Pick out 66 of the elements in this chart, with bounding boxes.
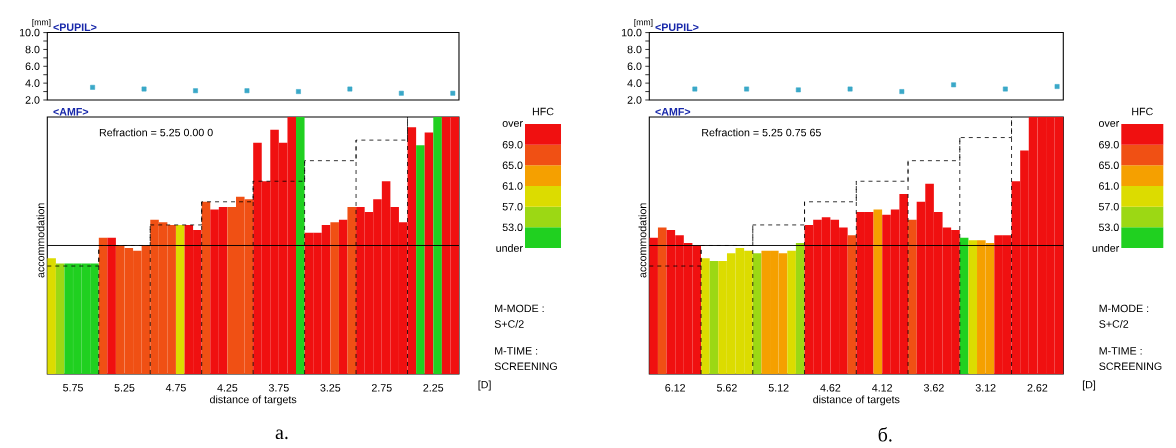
color-bar-label: 69.0 <box>1099 140 1119 149</box>
text: SCREENING <box>1099 362 1162 371</box>
y-tick-label: 4.0 <box>25 79 40 87</box>
chart-title: <AMF> <box>53 108 89 116</box>
y-axis-title: [mm] <box>32 18 51 27</box>
x-tick-label: 5.12 <box>768 384 789 392</box>
color-bar-label: 53.0 <box>502 223 523 232</box>
x-axis-title: distance of targets <box>210 395 297 406</box>
y-tick-label: 6.0 <box>25 62 40 71</box>
x-tick-label: 4.62 <box>820 384 841 392</box>
y-tick-label: 2.0 <box>627 96 642 104</box>
y-axis-title: accommodation <box>36 203 45 278</box>
text: [D] <box>1082 380 1096 391</box>
x-tick-label: 3.12 <box>975 384 996 392</box>
y-tick-label: 8.0 <box>25 45 40 54</box>
x-tick-label: 3.75 <box>268 384 289 392</box>
y-tick-label: 8.0 <box>627 45 642 54</box>
text: S+C/2 <box>1099 319 1129 328</box>
y-tick-label: 4.0 <box>627 79 642 87</box>
color-bar-label: over <box>1098 121 1120 127</box>
color-bar-label: 53.0 <box>1098 223 1119 232</box>
x-tick-label: 4.12 <box>872 384 893 392</box>
color-bar-title: HFC <box>532 107 554 116</box>
color-bar-label: under <box>1092 244 1120 252</box>
text: S+C/2 <box>494 319 524 328</box>
color-bar-label: 65.0 <box>502 161 523 170</box>
x-tick-label: 5.62 <box>716 384 737 392</box>
text: M-MODE : <box>495 304 544 313</box>
y-tick-label: 2.0 <box>25 96 40 104</box>
color-bar-label: under <box>496 244 523 252</box>
annotation: Refraction = 5.25 0.00 0 <box>99 128 213 137</box>
chart-title: <PUPIL> <box>655 23 699 31</box>
y-axis-title: [mm] <box>634 18 653 27</box>
color-bar-label: 57.0 <box>502 202 523 211</box>
color-bar-label: 61.0 <box>502 182 523 190</box>
color-bar-label: over <box>502 121 523 127</box>
chart-title: <PUPIL> <box>53 23 97 31</box>
text: а. <box>275 429 288 440</box>
x-tick-label: 5.25 <box>114 384 135 392</box>
x-tick-label: 5.75 <box>63 384 83 392</box>
x-tick-label: 4.25 <box>217 384 238 392</box>
x-tick-label: 6.12 <box>665 384 686 392</box>
y-tick-label: 10.0 <box>621 28 642 37</box>
y-tick-label: 6.0 <box>627 62 642 71</box>
x-tick-label: 4.75 <box>165 384 186 392</box>
x-tick-label: 3.62 <box>923 384 944 392</box>
x-tick-label: 2.75 <box>371 384 392 392</box>
y-axis-title: accommodation <box>638 203 647 278</box>
text: M-MODE : <box>1099 304 1149 313</box>
color-bar-label: 65.0 <box>1099 161 1119 170</box>
x-axis-title: distance of targets <box>813 395 900 406</box>
text: б. <box>878 427 892 442</box>
color-bar-label: 61.0 <box>1099 182 1119 190</box>
color-bar-label: 69.0 <box>502 140 523 149</box>
annotation: Refraction = 5.25 0.75 65 <box>702 128 821 137</box>
y-tick-label: 10.0 <box>19 28 40 37</box>
text: M-TIME : <box>1099 347 1142 355</box>
color-bar-title: HFC <box>1132 107 1153 116</box>
x-tick-label: 2.62 <box>1027 384 1048 392</box>
text: SCREENING <box>494 362 557 371</box>
chart-title: <AMF> <box>655 108 691 116</box>
text: [D] <box>478 380 491 391</box>
text: M-TIME : <box>495 347 538 355</box>
x-tick-label: 3.25 <box>320 384 341 392</box>
x-tick-label: 2.25 <box>423 384 444 392</box>
color-bar-label: 57.0 <box>1098 202 1119 211</box>
